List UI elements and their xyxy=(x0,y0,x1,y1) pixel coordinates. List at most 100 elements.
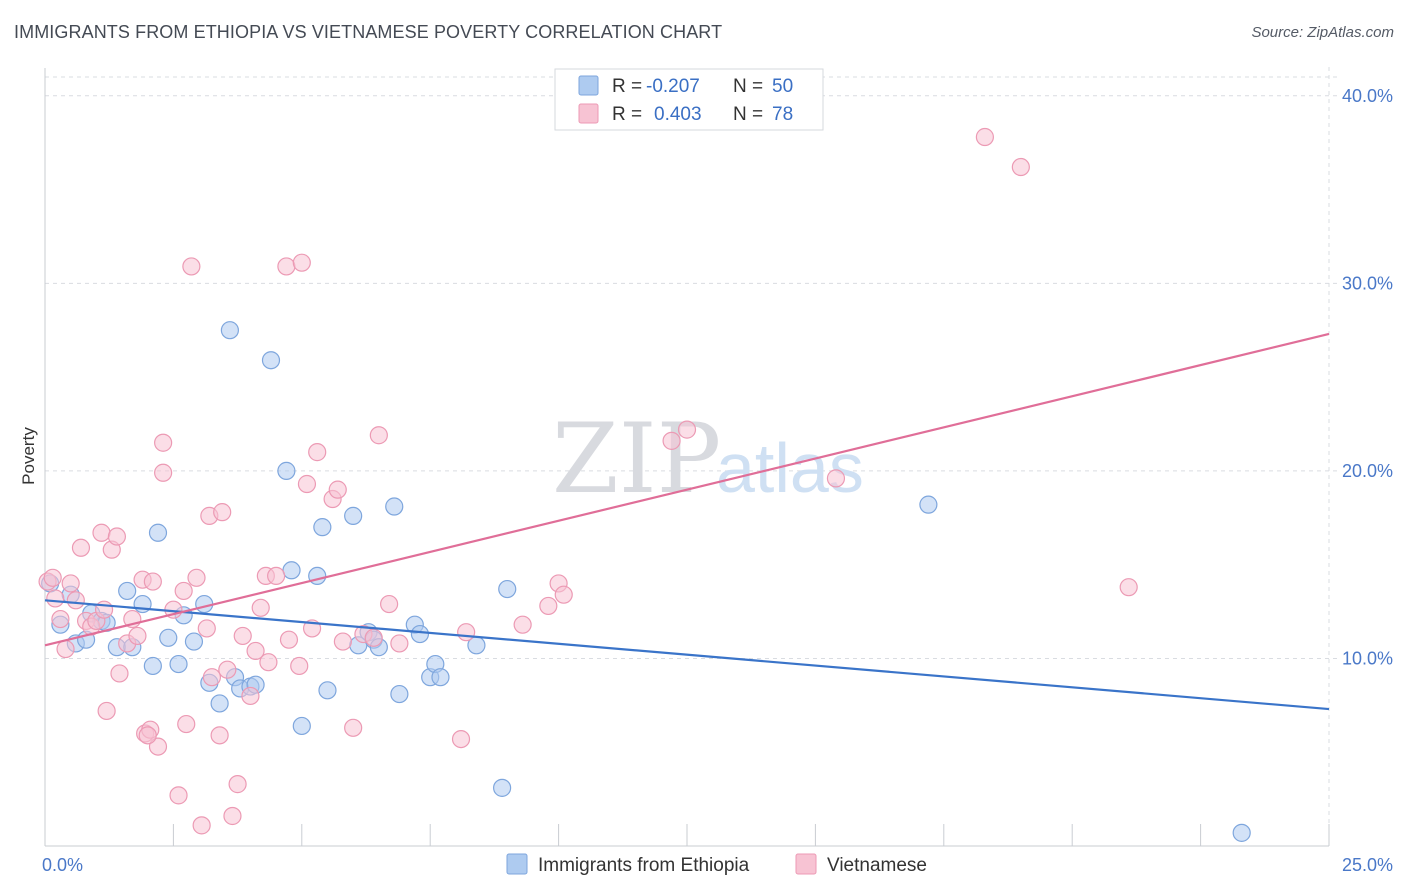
ethiopia-point xyxy=(169,654,188,674)
bottom-legend-swatch-ethiopia xyxy=(506,853,528,875)
vietnamese-point xyxy=(308,443,327,462)
vietnamese-point xyxy=(292,253,311,272)
vietnamese-point xyxy=(154,433,173,452)
vietnamese-point xyxy=(192,816,211,835)
ethiopia-point xyxy=(220,321,239,340)
ethiopia-point xyxy=(1232,823,1251,842)
ethiopia-point xyxy=(159,628,178,647)
ethiopia-point xyxy=(344,506,363,525)
vietnamese-point xyxy=(46,589,65,608)
series-legend: Immigrants from Ethiopia Vietnamese xyxy=(506,853,927,876)
watermark: ZIP atlas xyxy=(552,403,864,515)
vietnamese-point xyxy=(241,686,260,706)
vietnamese-point xyxy=(223,806,242,826)
vietnamese-point xyxy=(182,257,201,276)
bottom-legend-label-ethiopia: Immigrants from Ethiopia xyxy=(538,855,750,876)
y-axis-title: Poverty xyxy=(19,427,38,485)
vietnamese-point xyxy=(148,737,168,756)
vietnamese-point xyxy=(169,786,188,805)
vietnamese-point xyxy=(202,668,222,687)
gridlines xyxy=(45,67,1339,846)
ethiopia-point xyxy=(195,594,214,614)
ethiopia-point xyxy=(919,495,938,514)
chart-title: IMMIGRANTS FROM ETHIOPIA VS VIETNAMESE P… xyxy=(14,22,723,42)
ethiopia-point xyxy=(292,716,311,736)
vietnamese-point xyxy=(71,538,91,557)
vietnamese-point xyxy=(138,726,157,745)
vietnamese-point xyxy=(128,626,147,646)
vietnamese-point xyxy=(197,619,216,638)
vietnamese-point xyxy=(513,615,532,634)
vietnamese-point xyxy=(51,609,70,629)
vietnamese-point xyxy=(297,474,317,494)
source-credit: Source: ZipAtlas.com xyxy=(1251,24,1394,41)
vietnamese-point xyxy=(218,660,237,679)
vietnamese-point xyxy=(333,632,352,651)
vietnamese-point xyxy=(259,653,278,672)
vietnamese-point xyxy=(251,598,270,617)
tick-labels: 10.0% 20.0% 30.0% 40.0% 0.0% 25.0% xyxy=(42,86,1393,875)
bottom-legend-swatch-vietnamese xyxy=(795,853,817,875)
vietnamese-point xyxy=(66,591,85,610)
vietnamese-point xyxy=(107,527,127,546)
ethiopia-point xyxy=(498,579,517,599)
vietnamese-point xyxy=(344,718,363,737)
ethiopia-point xyxy=(148,523,168,542)
ethiopia-point xyxy=(118,581,137,601)
x-tick-label: 0.0% xyxy=(42,855,83,875)
vietnamese-point xyxy=(267,566,286,586)
vietnamese-point xyxy=(210,726,229,745)
legend-r-value-ethiopia: -0.207 xyxy=(646,76,700,97)
legend-r-value-vietnamese: 0.403 xyxy=(654,104,702,125)
vietnamese-point xyxy=(1011,157,1030,177)
ethiopia-point xyxy=(390,684,409,704)
vietnamese-point xyxy=(390,634,409,653)
ethiopia-point xyxy=(410,624,430,644)
y-tick-label: 40.0% xyxy=(1342,86,1393,106)
y-tick-label: 30.0% xyxy=(1342,273,1393,293)
vietnamese-point xyxy=(277,257,296,276)
vietnamese-point xyxy=(92,523,111,542)
vietnamese-point xyxy=(61,574,80,593)
legend-box xyxy=(554,68,824,131)
series-vietnamese-points xyxy=(38,127,1138,835)
vietnamese-point xyxy=(328,480,347,499)
vietnamese-point xyxy=(1119,578,1138,597)
ethiopia-point xyxy=(143,656,162,676)
ethiopia-point xyxy=(431,668,450,687)
vietnamese-point xyxy=(246,641,265,661)
ethiopia-point xyxy=(493,778,512,797)
legend-n-label-ethiopia: N = xyxy=(733,76,763,97)
correlation-legend: R = -0.207 N = 50 R = 0.403 N = 78 xyxy=(554,68,824,131)
legend-n-value-ethiopia: 50 xyxy=(772,76,793,97)
vietnamese-point xyxy=(56,639,75,659)
y-tick-label: 10.0% xyxy=(1342,648,1393,668)
legend-swatch-vietnamese xyxy=(578,103,599,124)
vietnamese-point xyxy=(380,594,399,614)
trend-lines xyxy=(44,332,1330,711)
ethiopia-point xyxy=(385,497,404,516)
legend-n-value-vietnamese: 78 xyxy=(772,104,793,125)
vietnamese-point xyxy=(364,628,383,647)
legend-n-label-vietnamese: N = xyxy=(733,104,763,125)
ethiopia-point xyxy=(282,561,301,580)
vietnamese-point xyxy=(154,463,173,482)
legend-swatch-ethiopia xyxy=(578,75,599,96)
ethiopia-point xyxy=(318,681,337,700)
vietnamese-point xyxy=(662,431,681,450)
legend-r-label-ethiopia: R = xyxy=(612,76,642,97)
ethiopia-point xyxy=(184,632,204,651)
vietnamese-point xyxy=(213,503,232,522)
vietnamese-point xyxy=(174,581,193,601)
vietnamese-point xyxy=(43,568,62,587)
vietnamese-point xyxy=(143,572,162,591)
trend-line-vietnamese xyxy=(44,332,1330,647)
legend-r-label-vietnamese: R = xyxy=(612,104,642,125)
vietnamese-point xyxy=(975,127,994,147)
vietnamese-point xyxy=(369,426,388,445)
vietnamese-point xyxy=(279,630,299,649)
ethiopia-point xyxy=(277,461,296,480)
vietnamese-point xyxy=(539,596,558,616)
ethiopia-point xyxy=(313,518,332,537)
